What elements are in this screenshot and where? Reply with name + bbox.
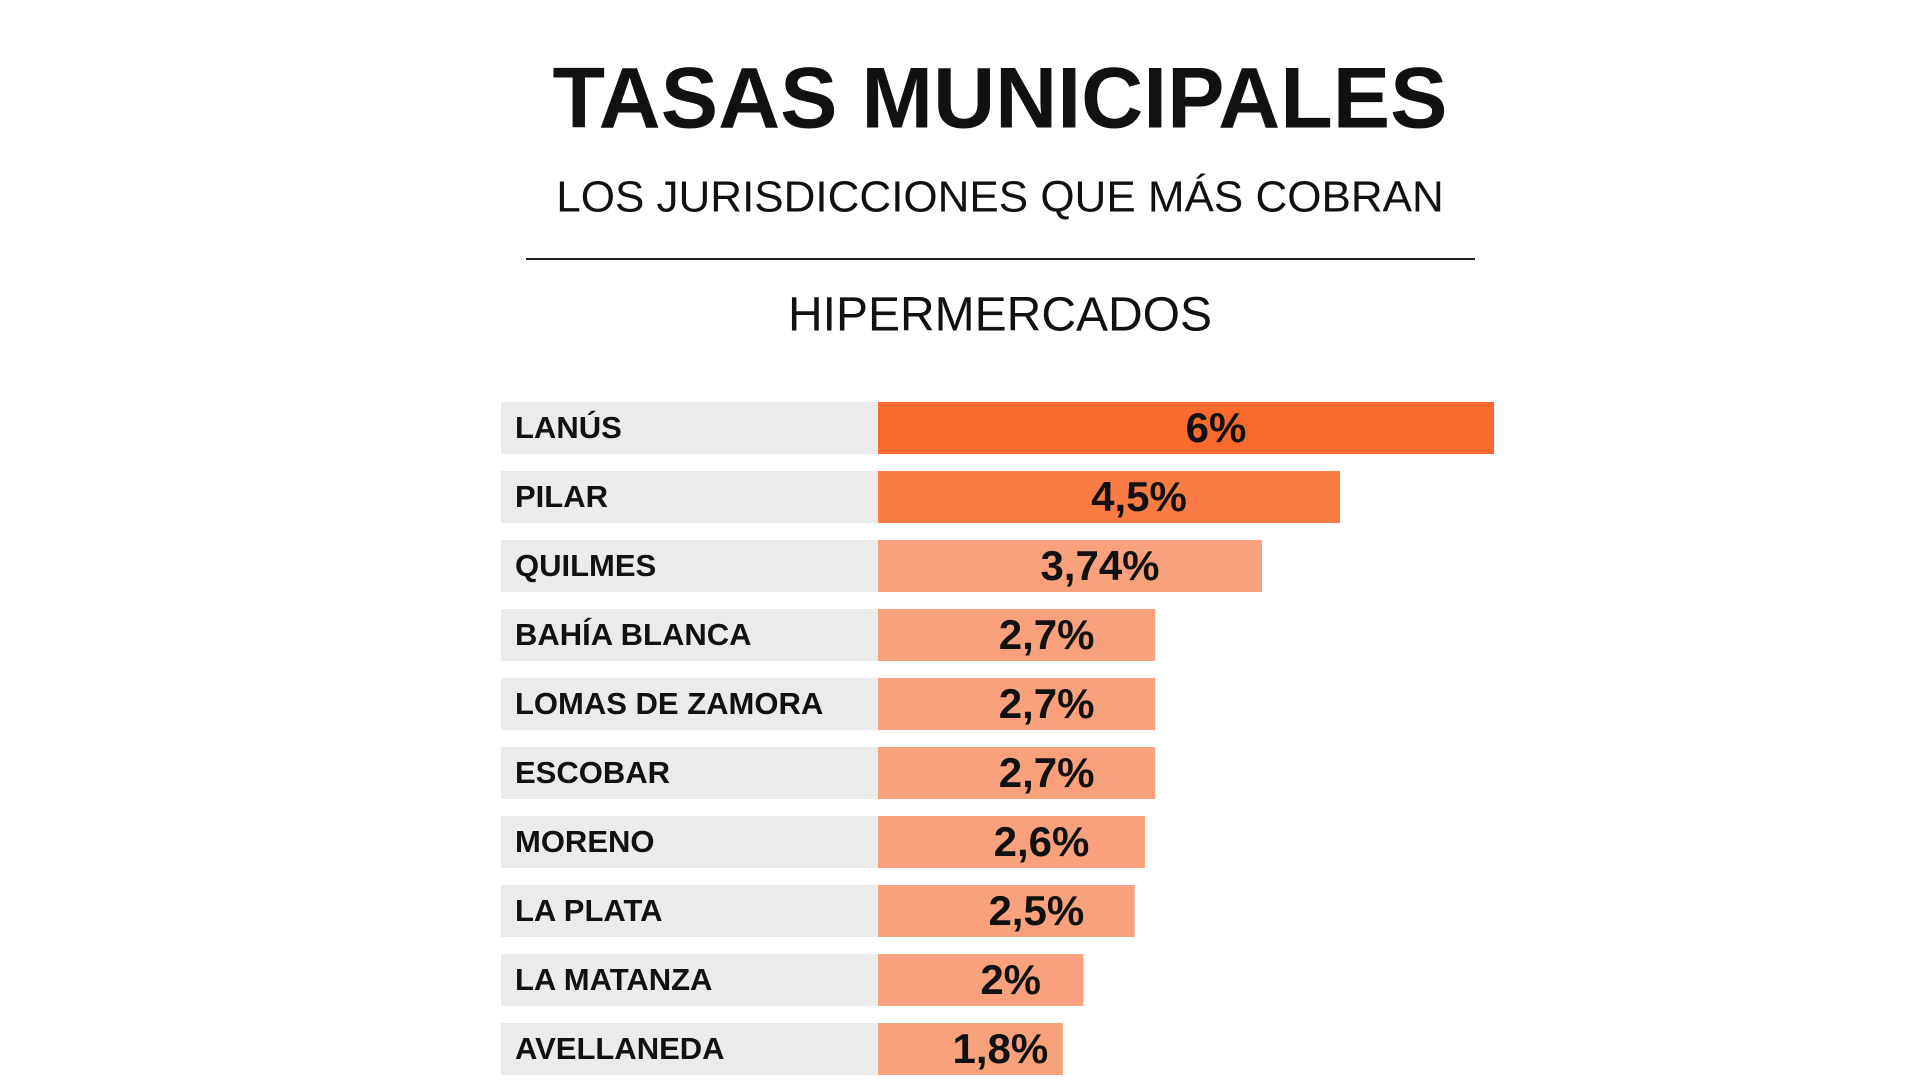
value-label: 3,74% — [1040, 542, 1159, 589]
value-label: 4,5% — [1091, 473, 1187, 520]
label-background — [501, 885, 878, 937]
bar — [878, 609, 1156, 661]
bar — [878, 816, 1145, 868]
value-label: 2,7% — [999, 611, 1095, 658]
category-label: LA MATANZA — [515, 962, 712, 997]
label-background — [501, 1023, 878, 1075]
value-label: 2,5% — [988, 887, 1084, 934]
bar — [878, 678, 1156, 730]
bar — [878, 540, 1262, 592]
category-label: LA PLATA — [515, 893, 663, 928]
label-background — [501, 402, 878, 454]
category-label: ESCOBAR — [515, 755, 670, 790]
bar — [878, 402, 1494, 454]
bar — [878, 1023, 1063, 1075]
value-label: 2% — [980, 956, 1041, 1003]
label-background — [501, 678, 878, 730]
label-background — [501, 609, 878, 661]
bar — [878, 471, 1340, 523]
bar — [878, 954, 1084, 1006]
label-background — [501, 747, 878, 799]
category-label: BAHÍA BLANCA — [515, 617, 752, 652]
section-title: HIPERMERCADOS — [788, 289, 1212, 342]
value-label: 2,7% — [999, 680, 1095, 727]
category-label: MORENO — [515, 824, 655, 859]
category-label: LOMAS DE ZAMORA — [515, 686, 823, 721]
chart-subtitle: LOS JURISDICCIONES QUE MÁS COBRAN — [556, 173, 1443, 222]
category-label: AVELLANEDA — [515, 1031, 725, 1066]
bar — [878, 885, 1135, 937]
chart-title: TASAS MUNICIPALES — [552, 51, 1447, 147]
category-label: LANÚS — [515, 409, 622, 445]
label-background — [501, 954, 878, 1006]
bar — [878, 747, 1156, 799]
label-background — [501, 540, 878, 592]
label-background — [501, 471, 878, 523]
category-label: QUILMES — [515, 548, 656, 583]
category-label: PILAR — [515, 479, 608, 514]
value-label: 1,8% — [953, 1025, 1049, 1072]
label-background — [501, 816, 878, 868]
value-label: 6% — [1186, 404, 1247, 451]
value-label: 2,6% — [994, 818, 1090, 865]
value-label: 2,7% — [999, 749, 1095, 796]
